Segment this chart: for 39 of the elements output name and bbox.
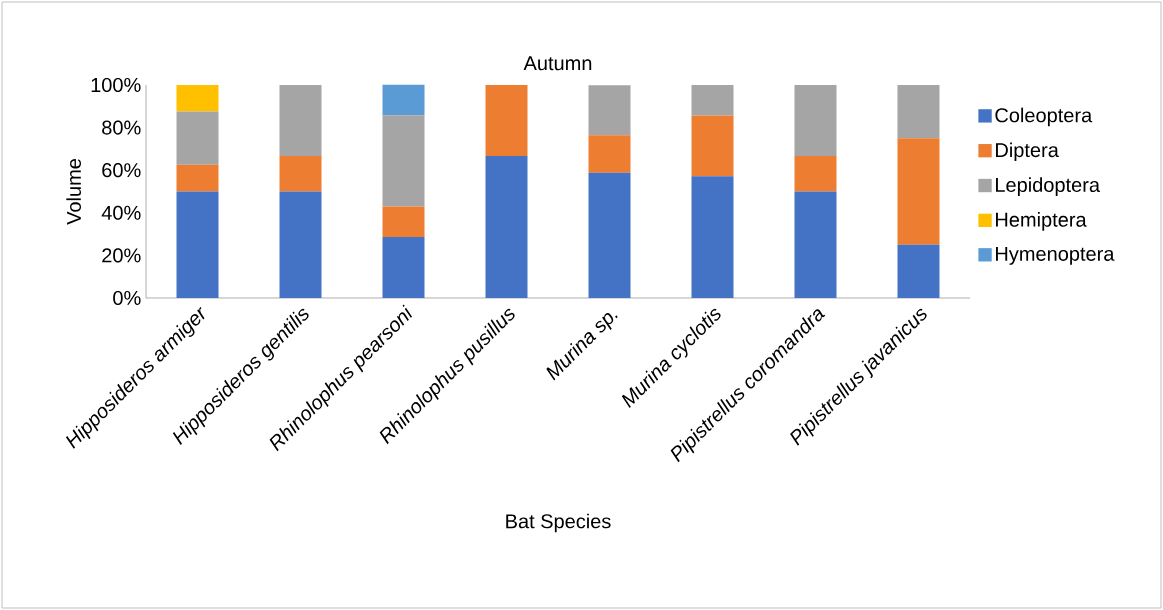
bar <box>382 84 425 116</box>
bar <box>588 85 631 136</box>
y-tick-label: 80% <box>102 120 141 135</box>
bar <box>382 115 425 207</box>
bar <box>588 135 631 173</box>
bar <box>382 237 425 298</box>
bar <box>279 191 322 298</box>
legend-label: Lepidoptera <box>996 177 1101 196</box>
chart-title: Autumn <box>523 56 592 71</box>
legend-label: Coleoptera <box>995 107 1093 127</box>
bar <box>691 176 734 298</box>
bar <box>485 155 528 298</box>
bar <box>794 191 837 298</box>
bar <box>691 84 734 116</box>
bar <box>897 244 940 298</box>
bar <box>897 84 940 139</box>
bar <box>691 115 734 177</box>
legend-label: Diptera <box>996 142 1059 162</box>
bar <box>176 111 219 165</box>
y-tick-label: 60% <box>102 163 141 178</box>
bar <box>485 84 528 156</box>
legend-label: Hymenoptera <box>996 246 1115 265</box>
legend-label: Hemiptera <box>996 212 1087 231</box>
bar <box>279 155 322 192</box>
bar <box>382 206 425 238</box>
bar <box>897 138 940 245</box>
bar <box>176 84 219 112</box>
y-axis-title: Volume <box>66 159 81 225</box>
bar <box>588 172 631 298</box>
bar <box>794 155 837 192</box>
bar <box>279 84 322 156</box>
bar <box>176 164 219 192</box>
bar <box>794 84 837 156</box>
y-tick-label: 100% <box>91 77 141 93</box>
x-axis-title: Bat Species <box>506 513 611 533</box>
y-tick-label: 0% <box>113 290 141 306</box>
y-tick-label: 40% <box>101 205 141 220</box>
bar <box>176 191 219 298</box>
y-tick-label: 20% <box>102 248 141 263</box>
